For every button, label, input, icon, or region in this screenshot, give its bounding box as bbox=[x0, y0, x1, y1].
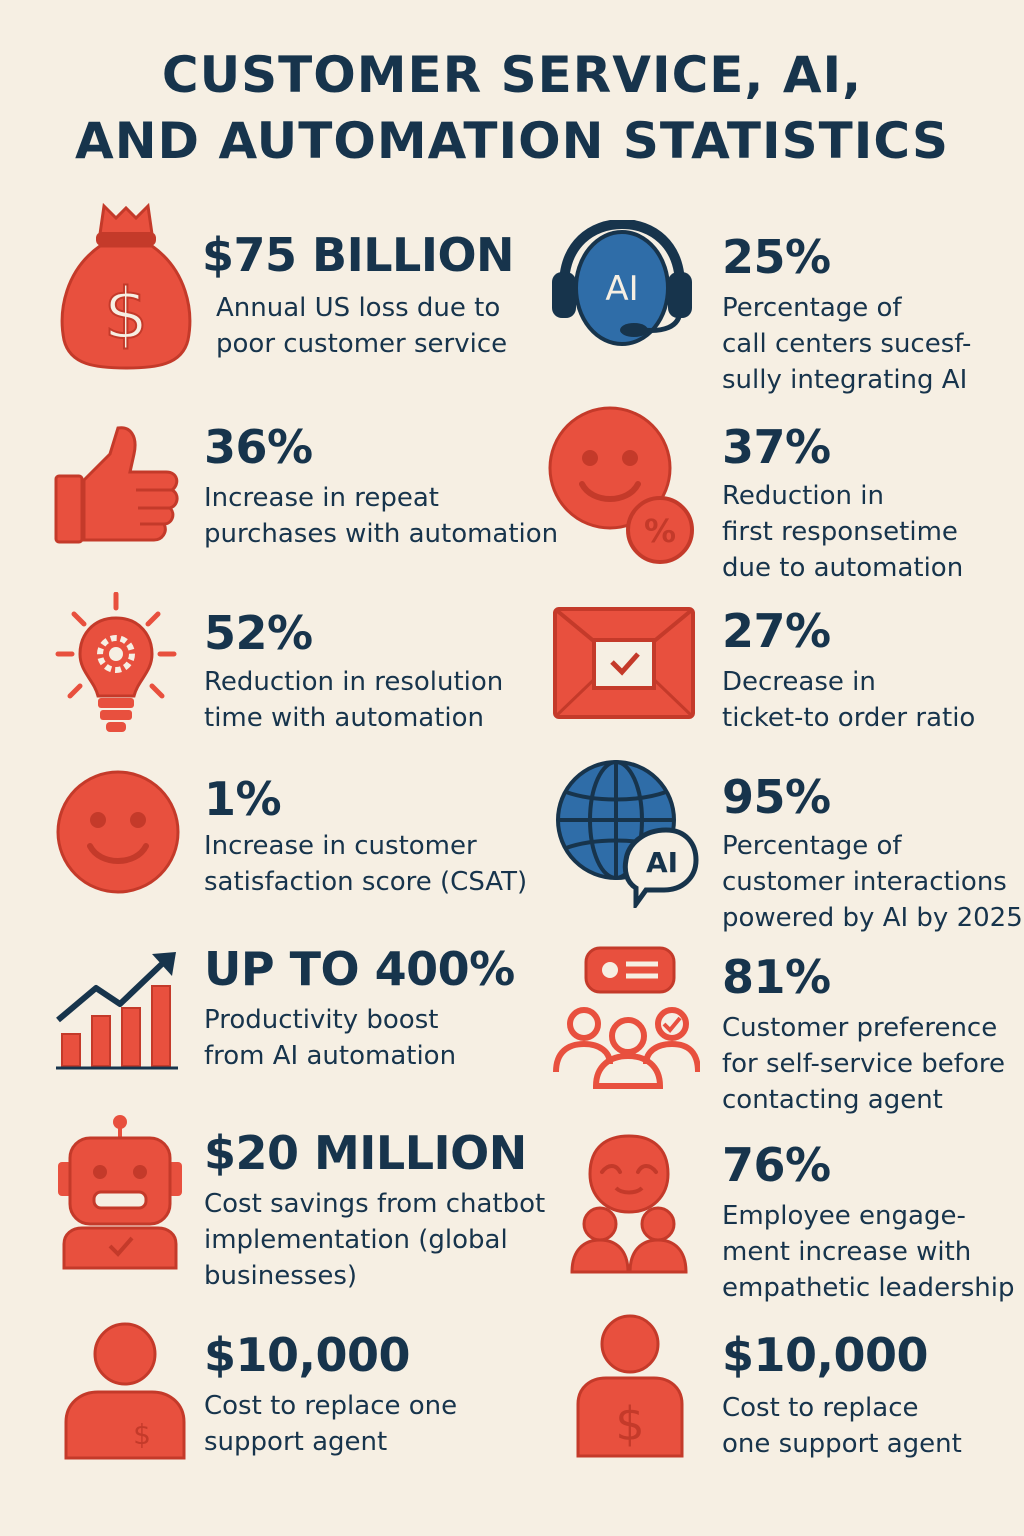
desc-line: poor customer service bbox=[216, 329, 508, 359]
desc-line: due to automation bbox=[722, 553, 964, 583]
desc-line: powered by AI by 2025 bbox=[722, 903, 1023, 933]
stat-value: UP TO 400% bbox=[204, 942, 515, 996]
stat-value: 52% bbox=[204, 606, 313, 660]
globe-ai-icon: AI bbox=[554, 758, 700, 908]
stat-description: Cost to replace one support agent bbox=[722, 1390, 962, 1462]
desc-line: for self-service before bbox=[722, 1049, 1005, 1079]
desc-line: Increase in customer bbox=[204, 831, 477, 861]
desc-line: from AI automation bbox=[204, 1041, 457, 1071]
desc-line: implementation (global bbox=[204, 1225, 508, 1255]
desc-line: Percentage of bbox=[722, 293, 902, 323]
desc-line: ment increase with bbox=[722, 1237, 972, 1267]
robot-icon bbox=[54, 1112, 186, 1272]
group-self-service-icon bbox=[552, 944, 700, 1090]
lightbulb-gear-icon bbox=[54, 592, 178, 738]
desc-line: purchases with automation bbox=[204, 519, 559, 549]
desc-line: sully integrating AI bbox=[722, 365, 968, 395]
desc-line: time with automation bbox=[204, 703, 485, 733]
stat-description: Percentage of call centers sucesf- sully… bbox=[722, 290, 971, 398]
smiley-face-icon bbox=[54, 768, 182, 896]
desc-line: one support agent bbox=[722, 1429, 962, 1459]
stat-description: Cost savings from chatbot implementation… bbox=[204, 1186, 545, 1294]
stat-description: Percentage of customer interactions powe… bbox=[722, 828, 1023, 936]
desc-line: Percentage of bbox=[722, 831, 902, 861]
desc-line: Productivity boost bbox=[204, 1005, 439, 1035]
svg-text:$: $ bbox=[104, 273, 149, 355]
money-bag-icon: $ bbox=[56, 200, 196, 370]
person-dollar-icon: $ bbox=[62, 1318, 188, 1460]
desc-line: Cost to replace one bbox=[204, 1391, 458, 1421]
stat-description: Decrease in ticket-to order ratio bbox=[722, 664, 975, 736]
stat-value: 37% bbox=[722, 420, 831, 474]
icon-glyph: $ bbox=[615, 1397, 644, 1451]
title-line-1: CUSTOMER SERVICE, AI, bbox=[161, 46, 863, 104]
desc-line: Decrease in bbox=[722, 667, 876, 697]
desc-line: Increase in repeat bbox=[204, 483, 440, 513]
icon-glyph: AI bbox=[646, 846, 678, 879]
desc-line: Reduction in bbox=[722, 481, 884, 511]
team-leader-icon bbox=[570, 1132, 688, 1274]
stat-value: 25% bbox=[722, 230, 831, 284]
icon-glyph: $ bbox=[133, 1418, 151, 1451]
desc-line: ticket-to order ratio bbox=[722, 703, 976, 733]
stat-description: Cost to replace one support agent bbox=[204, 1388, 457, 1460]
stat-value: 95% bbox=[722, 770, 831, 824]
stat-value: $75 BILLION bbox=[202, 228, 515, 282]
desc-line: first responsetime bbox=[722, 517, 958, 547]
stat-description: Reduction in resolution time with automa… bbox=[204, 664, 503, 736]
desc-line: Annual US loss due to bbox=[216, 293, 501, 323]
stat-value: $20 MILLION bbox=[204, 1126, 527, 1180]
stat-value: 27% bbox=[722, 604, 831, 658]
desc-line: Reduction in resolution bbox=[204, 667, 504, 697]
desc-line: businesses) bbox=[204, 1261, 358, 1291]
desc-line: support agent bbox=[204, 1427, 388, 1457]
desc-line: empathetic leadership bbox=[722, 1273, 1015, 1303]
person-dollar-icon: $ bbox=[574, 1312, 686, 1458]
desc-line: Cost to replace bbox=[722, 1393, 919, 1423]
desc-line: call centers sucesf- bbox=[722, 329, 972, 359]
desc-line: Cost savings from chatbot bbox=[204, 1189, 546, 1219]
stat-description: Increase in customer satisfaction score … bbox=[204, 828, 527, 900]
thumbs-up-icon bbox=[54, 424, 180, 544]
stat-description: Reduction in first responsetime due to a… bbox=[722, 478, 963, 586]
icon-glyph: AI bbox=[605, 269, 638, 309]
envelope-check-icon bbox=[552, 606, 696, 720]
smiley-percent-icon: % bbox=[548, 406, 694, 566]
desc-line: Employee engage- bbox=[722, 1201, 966, 1231]
stat-value: 81% bbox=[722, 950, 831, 1004]
stat-value: 36% bbox=[204, 420, 313, 474]
stat-description: Productivity boost from AI automation bbox=[204, 1002, 456, 1074]
stat-value: 76% bbox=[722, 1138, 831, 1192]
stat-description: Customer preference for self-service bef… bbox=[722, 1010, 1005, 1118]
stat-description: Employee engage- ment increase with empa… bbox=[722, 1198, 1015, 1306]
title-line-2: AND AUTOMATION STATISTICS bbox=[75, 112, 949, 170]
stat-value: 1% bbox=[204, 772, 282, 826]
icon-glyph: % bbox=[644, 512, 676, 550]
desc-line: Customer preference bbox=[722, 1013, 998, 1043]
desc-line: contacting agent bbox=[722, 1085, 943, 1115]
desc-line: satisfaction score (CSAT) bbox=[204, 867, 528, 897]
ai-headset-icon: AI bbox=[550, 220, 694, 352]
page-title: CUSTOMER SERVICE, AI, AND AUTOMATION STA… bbox=[0, 42, 1024, 174]
stat-description: Annual US loss due to poor customer serv… bbox=[216, 290, 507, 362]
stat-value: $10,000 bbox=[204, 1328, 411, 1382]
growth-chart-icon bbox=[54, 948, 182, 1072]
stat-description: Increase in repeat purchases with automa… bbox=[204, 480, 558, 552]
stat-value: $10,000 bbox=[722, 1328, 929, 1382]
desc-line: customer interactions bbox=[722, 867, 1007, 897]
